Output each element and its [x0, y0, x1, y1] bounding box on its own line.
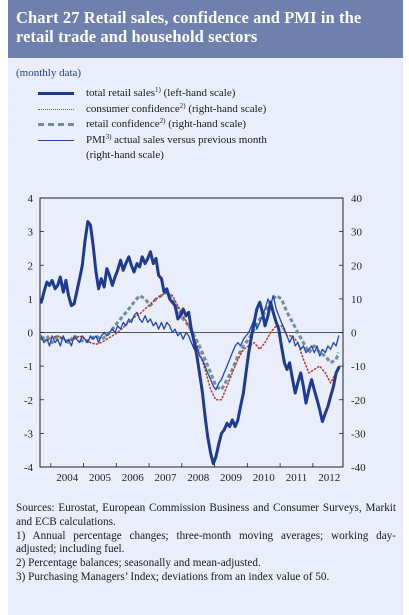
legend-footnote-ref: 2) — [159, 117, 166, 126]
y-left-tick-label: 0 — [28, 328, 34, 340]
footnote-1: 1) Annual percentage changes; three-mont… — [16, 529, 396, 556]
legend-swatch-dashed — [38, 123, 74, 127]
footnote-2: 2) Percentage balances; seasonally and m… — [16, 557, 261, 570]
series-line-pmi-actual-sales-versus-previous-month — [40, 294, 340, 391]
y-right-tick-label: -40 — [351, 462, 366, 474]
legend-swatch-solid-thin — [38, 139, 74, 141]
legend-footnote-ref: 3) — [105, 132, 112, 141]
chart-title: Chart 27 Retail sales, confidence and PM… — [16, 8, 362, 46]
legend-item-retail-confidence: retail confidence2) (right-hand scale) — [38, 117, 368, 133]
x-tick-label: 2007 — [154, 472, 177, 484]
y-left-tick-label: -4 — [24, 462, 34, 474]
legend-suffix: (right-hand scale) — [185, 102, 267, 115]
x-tick-label: 2005 — [89, 472, 112, 484]
y-right-tick-label: -20 — [351, 395, 366, 407]
legend-item-retail-sales: total retail sales1) (left-hand scale) — [38, 86, 368, 102]
y-left-tick-label: 4 — [28, 193, 34, 205]
legend-label: total retail sales — [86, 87, 156, 99]
y-right-tick-label: 30 — [351, 227, 363, 239]
series-group — [39, 220, 341, 466]
chart-panel — [8, 0, 403, 615]
x-tick-label: 2011 — [286, 472, 308, 484]
y-right-tick-label: -10 — [351, 361, 366, 373]
legend-label: PMI — [86, 133, 106, 146]
title-bar — [8, 0, 403, 58]
y-left-tick-label: -2 — [24, 395, 33, 407]
legend-item-pmi-continued: (right-hand scale) — [86, 149, 164, 162]
y-right-tick-label: 20 — [351, 260, 363, 272]
x-tick-label: 2009 — [220, 472, 243, 484]
footnote-sources: Sources: Eurostat, European Commission B… — [16, 502, 396, 528]
y-right-tick-label: 40 — [351, 193, 363, 205]
legend-suffix: (right-hand scale) — [165, 118, 247, 131]
y-right-tick-label: -30 — [351, 428, 366, 440]
legend-footnote-ref: 2) — [179, 101, 186, 110]
series-line-total-retail-sales — [39, 220, 341, 466]
legend-footnote-ref: 1) — [155, 86, 161, 94]
x-tick-label: 2012 — [318, 472, 340, 484]
legend-item-consumer-confidence: consumer confidence2) (right-hand scale) — [38, 102, 368, 118]
y-left-tick-label: 1 — [28, 294, 34, 306]
x-tick-label: 2004 — [56, 472, 79, 484]
legend-suffix: actual sales versus previous month — [111, 133, 267, 146]
y-right-tick-label: 0 — [351, 328, 357, 340]
legend-item-pmi: PMI3) actual sales versus previous month — [38, 133, 368, 149]
y-left-tick-label: 2 — [28, 260, 34, 272]
y-right-tick-label: 10 — [351, 294, 363, 306]
legend-label: consumer confidence — [86, 102, 180, 115]
legend-swatch-solid-thick — [38, 92, 74, 95]
x-tick-label: 2008 — [187, 472, 210, 484]
y-left-tick-label: -1 — [24, 361, 33, 373]
chart-subtitle: (monthly data) — [16, 67, 82, 79]
legend-suffix: (left-hand scale) — [160, 87, 236, 99]
footnotes: Sources: Eurostat, European Commission B… — [16, 502, 396, 585]
footnote-3: 3) Purchasing Managers’ Index; deviation… — [16, 570, 330, 583]
legend-swatch-dotted — [38, 108, 74, 110]
y-left-tick-label: 3 — [28, 227, 34, 239]
legend: total retail sales1) (left-hand scale) c… — [38, 86, 368, 164]
legend-label: retail confidence — [86, 118, 160, 131]
y-left-tick-label: -3 — [24, 428, 34, 440]
x-tick-label: 2010 — [253, 472, 276, 484]
x-tick-label: 2006 — [122, 472, 145, 484]
